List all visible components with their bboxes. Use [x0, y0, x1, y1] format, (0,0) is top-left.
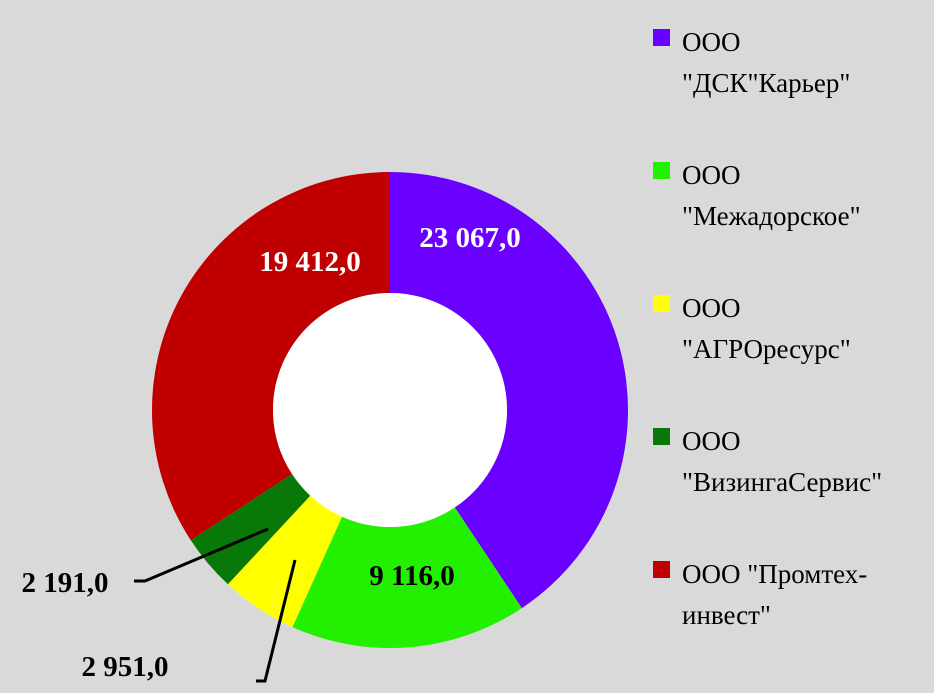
legend-label: ООО "ВизингаСервис"	[682, 421, 934, 503]
legend-label-line: ООО	[682, 160, 741, 190]
slice-promtekh-invest	[152, 172, 390, 541]
legend-label-line: ООО	[682, 426, 741, 456]
legend-swatch	[653, 428, 670, 445]
legend-swatch	[653, 561, 670, 578]
legend-label-line: "ВизингаСервис"	[682, 467, 883, 497]
legend-label-line: ООО	[682, 27, 741, 57]
legend-label-line: ООО "Промтех-	[682, 559, 868, 589]
data-label-mezhadorskoe: 9 116,0	[369, 560, 454, 592]
leader-line-agroresurs	[256, 559, 297, 683]
leader-line-vizingaservis	[134, 527, 269, 583]
legend-swatch	[653, 295, 670, 312]
slice-agroresurs	[227, 495, 343, 628]
slice-mezhadorskoe	[292, 507, 522, 649]
slice-dsk-karier	[390, 172, 628, 609]
legend-label-line: "ДСК"Карьер"	[682, 68, 851, 98]
legend-label-line: "АГРОресурс"	[682, 334, 851, 364]
legend-label-line: "Межадорское"	[682, 201, 861, 231]
legend-label: ООО "Промтех- инвест"	[682, 554, 934, 636]
data-label-promtekh-invest: 19 412,0	[259, 246, 361, 278]
legend-label: ООО "Межадорское"	[682, 155, 934, 237]
data-label-agroresurs: 2 951,0	[82, 651, 169, 683]
legend-label-line: ООО	[682, 293, 741, 323]
legend-swatch	[653, 162, 670, 179]
legend-label-line: инвест"	[682, 600, 771, 630]
data-label-dsk-karier: 23 067,0	[419, 222, 521, 254]
donut-hole	[273, 293, 507, 527]
slice-vizingaservis	[190, 474, 311, 585]
legend-label: ООО "ДСК"Карьер"	[682, 22, 934, 104]
data-label-vizingaservis: 2 191,0	[22, 567, 109, 599]
legend-label: ООО "АГРОресурс"	[682, 288, 934, 370]
legend-swatch	[653, 29, 670, 46]
